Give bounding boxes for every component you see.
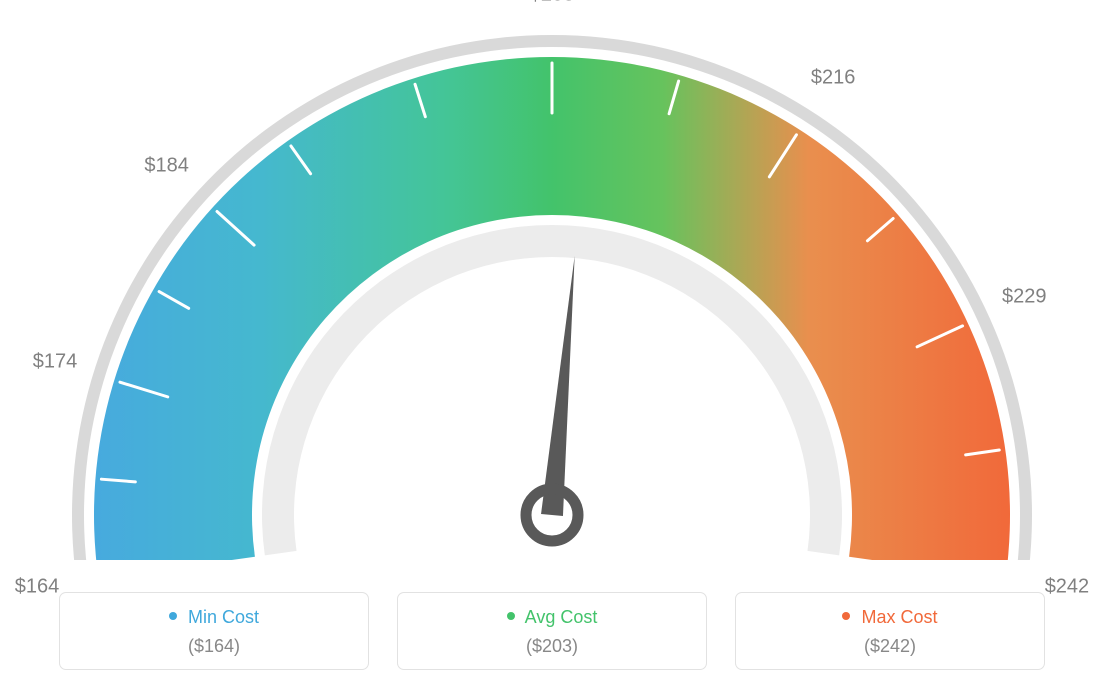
gauge-tick-label: $174	[33, 351, 78, 374]
legend-title-max: Max Cost	[746, 607, 1034, 628]
legend-title-min-text: Min Cost	[188, 607, 259, 627]
dot-icon-min	[169, 612, 177, 620]
legend-value-min: ($164)	[70, 636, 358, 657]
dot-icon-avg	[507, 612, 515, 620]
gauge-area: $164$174$184$203$216$229$242	[0, 0, 1104, 560]
gauge-tick-label: $216	[811, 66, 856, 89]
dot-icon-max	[842, 612, 850, 620]
legend-card-max: Max Cost ($242)	[735, 592, 1045, 670]
legend-card-min: Min Cost ($164)	[59, 592, 369, 670]
legend-title-avg: Avg Cost	[408, 607, 696, 628]
gauge-needle	[541, 256, 575, 516]
legend-title-min: Min Cost	[70, 607, 358, 628]
legend-value-max: ($242)	[746, 636, 1034, 657]
legend-row: Min Cost ($164) Avg Cost ($203) Max Cost…	[0, 592, 1104, 670]
gauge-tick-label: $229	[1002, 286, 1047, 309]
gauge-tick-label: $184	[144, 154, 189, 177]
gauge-chart-container: $164$174$184$203$216$229$242 Min Cost ($…	[0, 0, 1104, 690]
legend-value-avg: ($203)	[408, 636, 696, 657]
gauge-tick-label: $203	[530, 0, 575, 7]
legend-title-avg-text: Avg Cost	[525, 607, 598, 627]
gauge-svg	[0, 0, 1104, 560]
legend-card-avg: Avg Cost ($203)	[397, 592, 707, 670]
legend-title-max-text: Max Cost	[861, 607, 937, 627]
